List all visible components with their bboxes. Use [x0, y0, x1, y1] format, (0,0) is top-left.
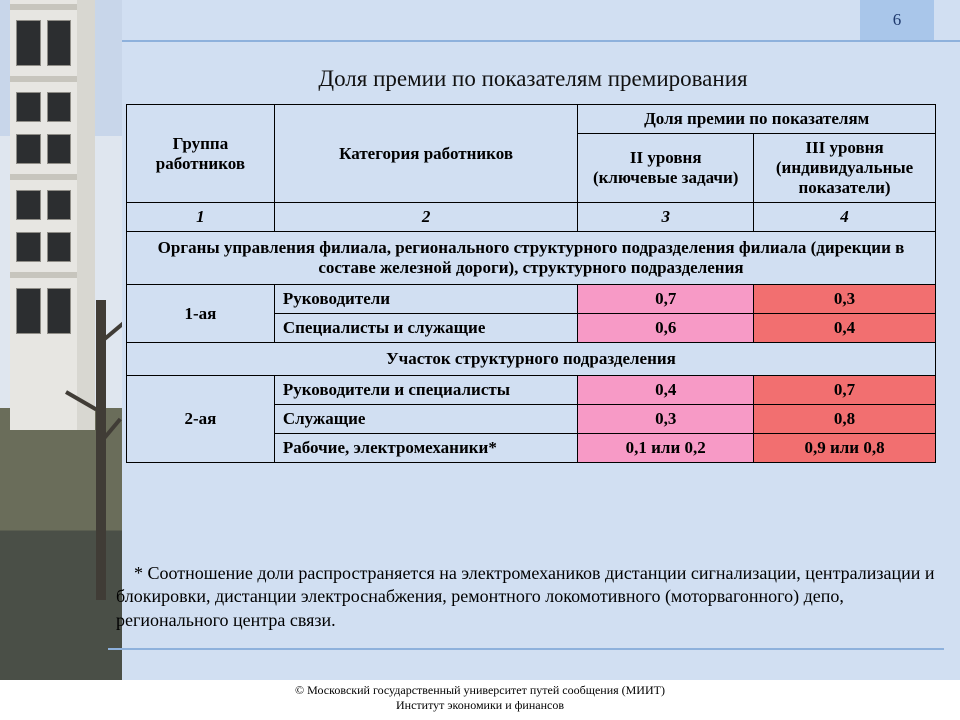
- bonus-table: Группа работников Категория работников Д…: [126, 104, 936, 463]
- value-level3: 0,9 или 0,8: [754, 434, 936, 463]
- value-level3: 0,8: [754, 405, 936, 434]
- bottom-rule: [108, 648, 944, 650]
- col-number-4: 4: [754, 203, 936, 232]
- value-level2: 0,4: [578, 376, 754, 405]
- top-rule: [122, 40, 960, 42]
- col-header-category: Категория работников: [274, 105, 578, 203]
- value-level2: 0,1 или 0,2: [578, 434, 754, 463]
- value-level2: 0,6: [578, 314, 754, 343]
- table-row: 1-ая Руководители 0,7 0,3: [127, 285, 936, 314]
- footer-line2: Институт экономики и финансов: [396, 698, 564, 712]
- slide: 6 Доля премии по показателям премировани…: [0, 0, 960, 720]
- category-cell: Руководители и специалисты: [274, 376, 578, 405]
- value-level3: 0,4: [754, 314, 936, 343]
- group-label-1: 1-ая: [127, 285, 275, 343]
- category-cell: Специалисты и служащие: [274, 314, 578, 343]
- value-level2: 0,7: [578, 285, 754, 314]
- group-label-2: 2-ая: [127, 376, 275, 463]
- page-number: 6: [893, 10, 902, 30]
- section-heading-1: Органы управления филиала, регионального…: [127, 232, 936, 285]
- footnote: * Соотношение доли распространяется на э…: [116, 562, 936, 632]
- page-number-box: 6: [860, 0, 934, 40]
- table-row: 2-ая Руководители и специалисты 0,4 0,7: [127, 376, 936, 405]
- col-number-3: 3: [578, 203, 754, 232]
- slide-title: Доля премии по показателям премирования: [136, 66, 930, 92]
- category-cell: Руководители: [274, 285, 578, 314]
- col-number-2: 2: [274, 203, 578, 232]
- col-header-group: Группа работников: [127, 105, 275, 203]
- footer-line1: © Московский государственный университет…: [295, 683, 665, 697]
- value-level3: 0,7: [754, 376, 936, 405]
- category-cell: Рабочие, электромеханики*: [274, 434, 578, 463]
- value-level3: 0,3: [754, 285, 936, 314]
- category-cell: Служащие: [274, 405, 578, 434]
- col-header-share-span: Доля премии по показателям: [578, 105, 936, 134]
- footer: © Московский государственный университет…: [0, 683, 960, 714]
- section-heading-2: Участок структурного подразделения: [127, 343, 936, 376]
- col-header-level3: III уровня (индивидуальные показатели): [754, 134, 936, 203]
- col-number-1: 1: [127, 203, 275, 232]
- value-level2: 0,3: [578, 405, 754, 434]
- col-header-level2: II уровня (ключевые задачи): [578, 134, 754, 203]
